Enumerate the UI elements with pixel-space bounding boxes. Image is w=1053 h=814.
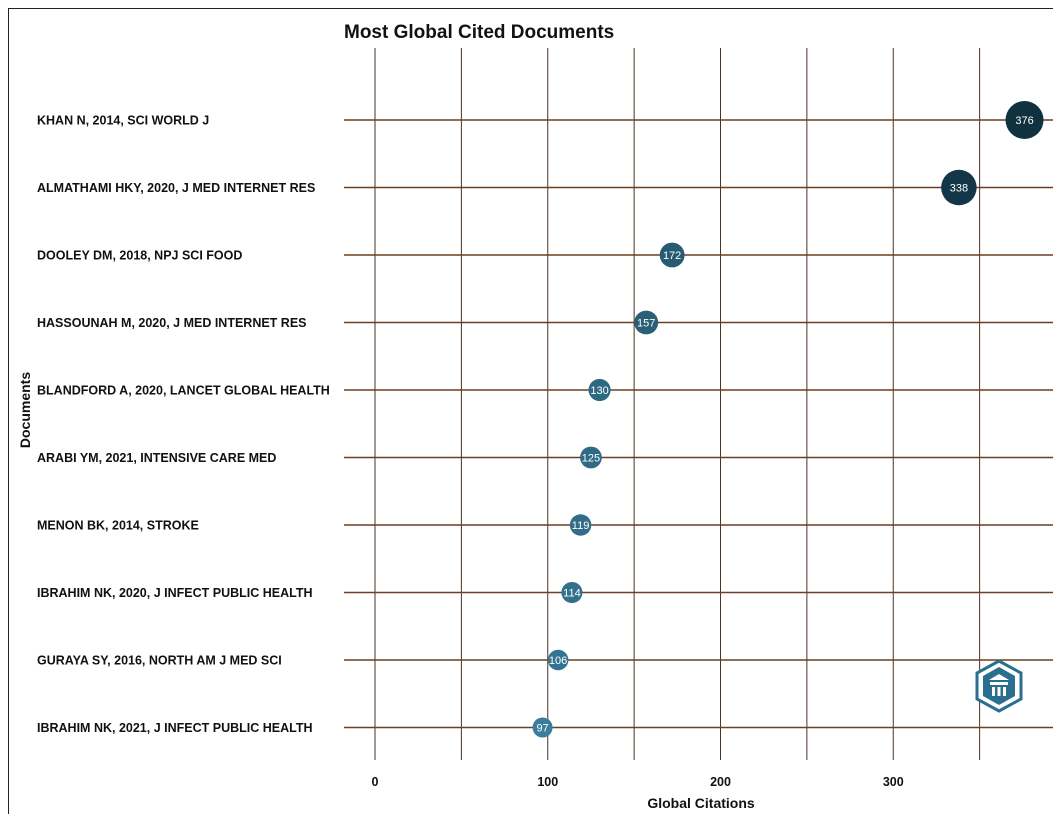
data-point	[659, 242, 685, 268]
data-label: 338	[950, 183, 968, 195]
data-point	[588, 378, 611, 402]
document-label: ALMATHAMI HKY, 2020, J MED INTERNET RES	[37, 181, 315, 195]
document-label: MENON BK, 2014, STROKE	[37, 519, 199, 533]
x-tick-label: 300	[883, 775, 904, 789]
data-point	[580, 446, 602, 469]
document-label: ARABI YM, 2021, INTENSIVE CARE MED	[37, 451, 276, 465]
data-point	[569, 514, 592, 536]
data-points: 376 338 172 157 130 125 119 114 106 97	[532, 101, 1044, 738]
data-point	[1005, 101, 1044, 139]
data-label: 119	[572, 520, 590, 532]
x-axis-label: Global Citations	[647, 795, 755, 811]
x-tick-label: 0	[372, 775, 379, 789]
data-point	[941, 169, 977, 206]
x-tick-label: 100	[537, 775, 558, 789]
document-label: KHAN N, 2014, SCI WORLD J	[37, 114, 209, 128]
data-point	[634, 310, 659, 335]
document-label: IBRAHIM NK, 2020, J INFECT PUBLIC HEALTH	[37, 586, 313, 600]
x-tick-label: 200	[710, 775, 731, 789]
grid-lines	[374, 48, 981, 760]
document-label: HASSOUNAH M, 2020, J MED INTERNET RES	[37, 316, 307, 330]
bibliometrix-logo-icon	[975, 659, 1023, 713]
document-label: BLANDFORD A, 2020, LANCET GLOBAL HEALTH	[37, 384, 330, 398]
x-tick-labels: 0 100 200 300	[372, 775, 904, 789]
data-label: 130	[590, 385, 608, 397]
data-label: 157	[637, 318, 655, 330]
category-labels: KHAN N, 2014, SCI WORLD J ALMATHAMI HKY, …	[37, 114, 330, 736]
data-label: 114	[563, 588, 581, 600]
data-point	[532, 717, 553, 738]
document-label: GURAYA SY, 2016, NORTH AM J MED SCI	[37, 654, 282, 668]
data-label: 106	[549, 655, 567, 667]
document-label: IBRAHIM NK, 2021, J INFECT PUBLIC HEALTH	[37, 721, 313, 735]
data-label: 172	[663, 250, 681, 262]
y-axis-label: Documents	[17, 372, 33, 448]
data-label: 376	[1015, 115, 1033, 127]
data-point	[547, 649, 569, 671]
chart-title: Most Global Cited Documents	[344, 22, 614, 43]
lollipop-segments	[344, 119, 1053, 729]
document-label: DOOLEY DM, 2018, NPJ SCI FOOD	[37, 249, 242, 263]
data-point	[561, 581, 583, 604]
chart-frame	[8, 8, 1053, 814]
data-label: 125	[582, 453, 600, 465]
data-label: 97	[536, 723, 548, 735]
